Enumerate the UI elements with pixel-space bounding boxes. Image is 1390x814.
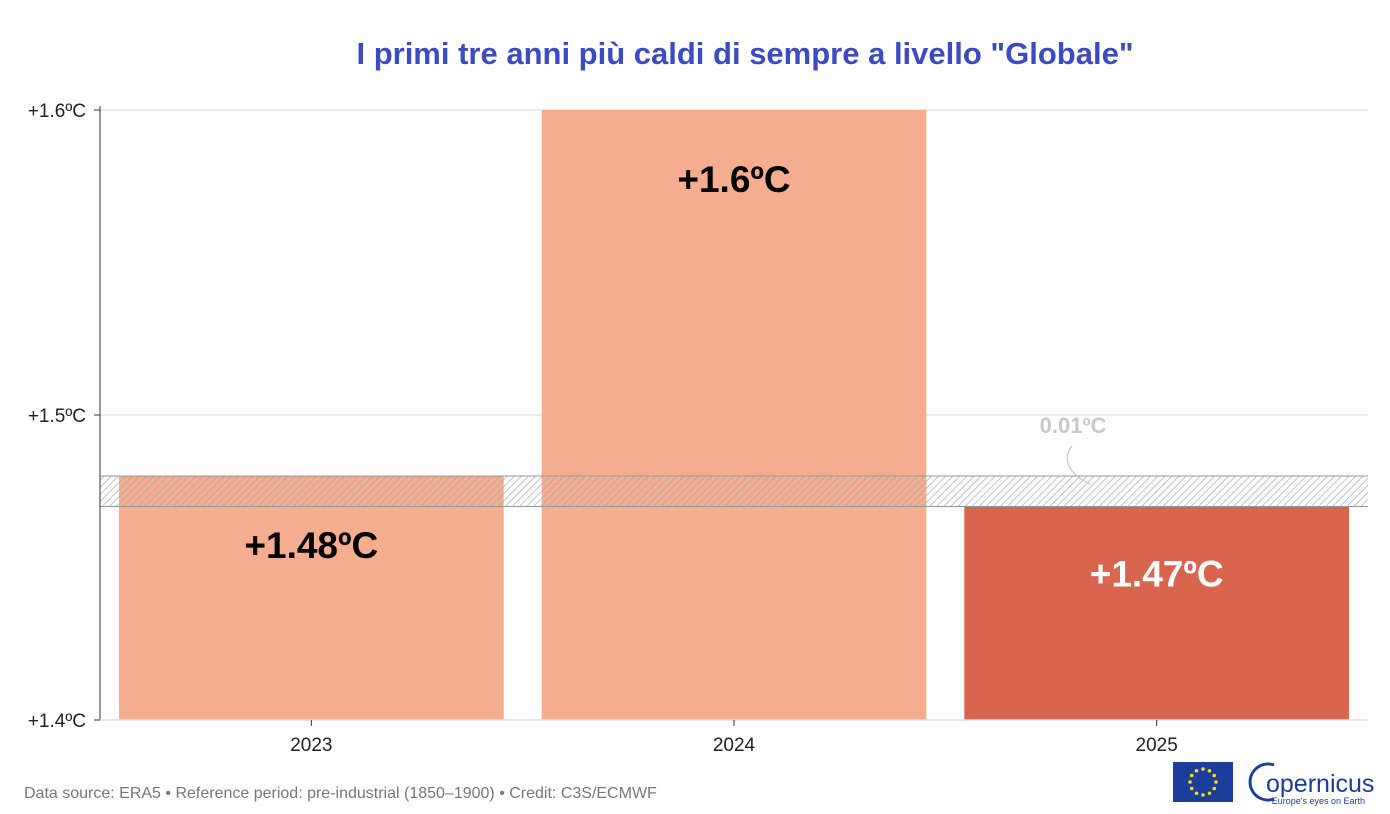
value-labels: +1.48ºC +1.6ºC +1.47ºC <box>244 159 1223 595</box>
eu-star <box>1188 780 1192 784</box>
x-axis-ticks: 2023 2024 2025 <box>290 720 1178 756</box>
eu-star <box>1201 767 1205 771</box>
source-credit: Data source: ERA5 • Reference period: pr… <box>24 785 657 802</box>
eu-star <box>1212 786 1217 791</box>
annotation-leader-line <box>1066 445 1091 485</box>
y-tick-label: +1.5ºC <box>28 406 86 427</box>
y-tick-label: +1.6ºC <box>28 101 86 122</box>
chart-title: I primi tre anni più caldi di sempre a l… <box>356 36 1133 71</box>
eu-star <box>1214 780 1218 784</box>
copernicus-logo: opernicus Europe's eyes on Earth <box>1248 762 1374 806</box>
eu-star <box>1207 768 1212 773</box>
bar <box>119 476 504 720</box>
eu-star <box>1194 791 1199 796</box>
data-label: +1.6ºC <box>677 159 790 200</box>
annotation: 0.01ºC <box>1040 413 1107 485</box>
x-tick-label: 2023 <box>290 735 332 756</box>
eu-star <box>1189 773 1194 778</box>
bar <box>964 506 1349 720</box>
eu-flag-icon <box>1173 762 1233 802</box>
bar <box>541 110 927 720</box>
data-label: +1.48ºC <box>244 525 378 566</box>
eu-star <box>1194 768 1199 773</box>
copernicus-tagline: Europe's eyes on Earth <box>1272 796 1365 806</box>
eu-star <box>1207 791 1212 796</box>
eu-star <box>1201 793 1205 797</box>
eu-star <box>1212 773 1217 778</box>
data-label: +1.47ºC <box>1090 554 1224 595</box>
copernicus-name: opernicus <box>1266 770 1374 798</box>
eu-star <box>1189 786 1194 791</box>
x-tick-label: 2025 <box>1136 735 1178 756</box>
difference-band-hatch <box>100 476 1368 507</box>
y-axis-ticks: +1.4ºC +1.5ºC +1.6ºC <box>28 101 100 732</box>
bars <box>119 110 1349 720</box>
annotation-label: 0.01ºC <box>1040 413 1107 438</box>
y-tick-label: +1.4ºC <box>28 711 86 732</box>
difference-band <box>100 475 1368 507</box>
x-tick-label: 2024 <box>713 735 756 756</box>
